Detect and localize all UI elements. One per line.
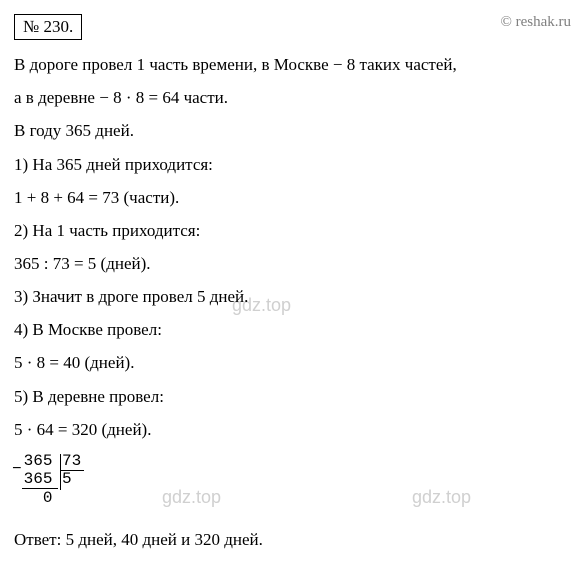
subtrahend: 365 — [24, 470, 53, 488]
text-line: 1 + 8 + 64 = 73 (части). — [14, 181, 571, 214]
text-line: 5) В деревне провел: — [14, 380, 571, 413]
text-line: 2) На 1 часть приходится: — [14, 214, 571, 247]
problem-number: № 230. — [23, 17, 73, 36]
text-line: 365 : 73 = 5 (дней). — [14, 247, 571, 280]
answer-line: Ответ: 5 дней, 40 дней и 320 дней. — [14, 523, 571, 556]
text-line: В дороге провел 1 часть времени, в Москв… — [14, 48, 571, 81]
division-row: 365 5 — [14, 470, 81, 488]
division-vertical-line — [60, 454, 61, 490]
minus-sign: − — [12, 460, 22, 478]
division-subtract-line — [22, 488, 58, 489]
text-line: а в деревне − 8 · 8 = 64 части. — [14, 81, 571, 114]
text-line: 4) В Москве провел: — [14, 313, 571, 346]
division-row: 0 — [14, 489, 81, 507]
division-quotient-line — [60, 470, 84, 471]
divisor: 73 — [62, 452, 81, 470]
quotient: 5 — [62, 470, 72, 488]
text-line: 5 · 64 = 320 (дней). — [14, 413, 571, 446]
text-line: 3) Значит в дроге провел 5 дней. — [14, 280, 571, 313]
dividend: 365 — [24, 452, 53, 470]
text-line: 5 · 8 = 40 (дней). — [14, 346, 571, 379]
remainder: 0 — [43, 489, 53, 507]
content-body: № 230. В дороге провел 1 часть времени, … — [14, 10, 571, 556]
problem-number-box: № 230. — [14, 14, 82, 40]
text-line: В году 365 дней. — [14, 114, 571, 147]
long-division: − 365 73 365 5 0 — [14, 452, 81, 507]
text-line: 1) На 365 дней приходится: — [14, 148, 571, 181]
division-row: 365 73 — [14, 452, 81, 470]
